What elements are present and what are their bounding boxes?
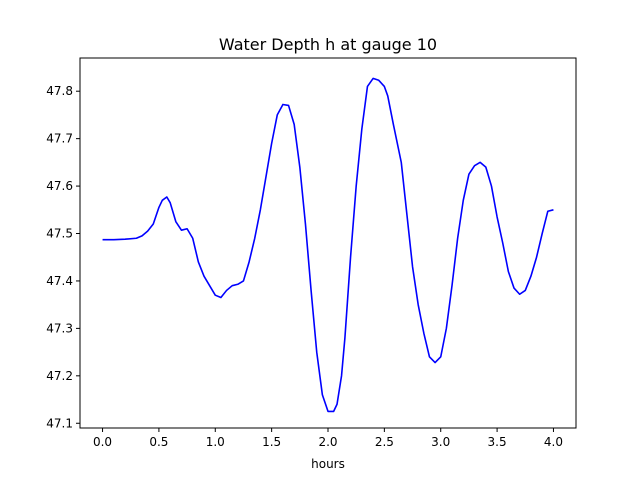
- y-tick-label: 47.1: [46, 416, 73, 430]
- y-tick-label: 47.8: [46, 84, 73, 98]
- plot-area: [102, 77, 554, 413]
- y-tick-label: 47.4: [46, 274, 73, 288]
- x-tick-label: 2.0: [318, 435, 337, 449]
- y-tick-label: 47.6: [46, 179, 73, 193]
- y-tick-label: 47.5: [46, 227, 73, 241]
- x-tick-label: 1.0: [206, 435, 225, 449]
- x-axis: 0.0 0.5 1.0 1.5 2.0 2.5 3.0 3.5 4.0: [93, 428, 563, 449]
- y-tick-label: 47.3: [46, 321, 73, 335]
- y-axis: 47.1 47.2 47.3 47.4 47.5 47.6 47.7 47.8: [46, 84, 80, 430]
- series-line-0: [102, 77, 554, 413]
- x-tick-label: 3.0: [431, 435, 450, 449]
- y-tick-label: 47.2: [46, 369, 73, 383]
- x-axis-label: hours: [311, 457, 345, 471]
- x-tick-label: 0.0: [93, 435, 112, 449]
- x-tick-label: 0.5: [149, 435, 168, 449]
- y-tick-label: 47.7: [46, 132, 73, 146]
- x-tick-label: 1.5: [262, 435, 281, 449]
- x-tick-label: 2.5: [375, 435, 394, 449]
- x-tick-label: 4.0: [544, 435, 563, 449]
- plot-frame: [79, 57, 577, 429]
- x-tick-label: 3.5: [488, 435, 507, 449]
- chart-title: Water Depth h at gauge 10: [219, 35, 437, 54]
